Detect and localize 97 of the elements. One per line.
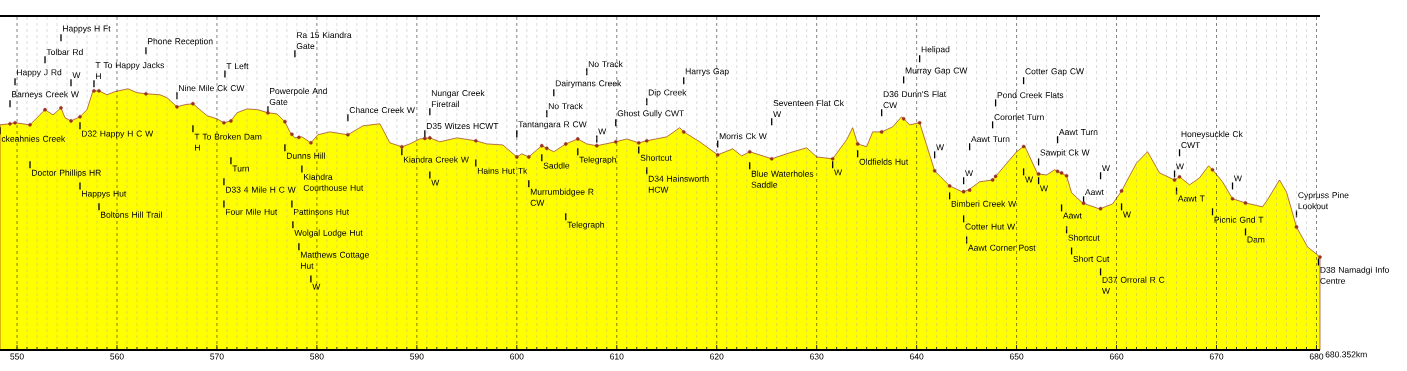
annotation: Telegraph <box>579 156 616 165</box>
x-tick-label: 590 <box>410 353 424 360</box>
x-tick-label: 630 <box>810 353 824 360</box>
text: Tolbar Rd <box>46 48 83 56</box>
x-tick-label: 550 <box>10 353 24 360</box>
text: Phone Reception <box>148 38 213 46</box>
annotation: Pattinsons Hut <box>293 208 349 215</box>
x-tick-label: 660 <box>1109 353 1124 360</box>
annotation: Tantangara R CW <box>518 121 587 129</box>
text: No Track <box>588 60 623 68</box>
text: T To Happy Jacks H <box>95 61 165 80</box>
annotation: Boltons Hill Trail <box>101 211 162 218</box>
annotation: Saddle <box>543 162 570 169</box>
annotation: Murrumbidgee R CW <box>530 188 594 206</box>
annotation: W <box>598 128 607 135</box>
annotation: W <box>312 283 321 290</box>
annotation: D32 Happy H C W <box>82 130 154 139</box>
annotation: W <box>1102 165 1110 172</box>
x-tick-label: 600 <box>510 353 524 360</box>
annotation: Turn <box>232 165 249 172</box>
x-tick-label: 650 <box>1009 353 1024 360</box>
annotation: Barneys Creek W <box>12 91 79 99</box>
annotation: Aawt Turn <box>971 136 1010 143</box>
annotation: Nine Mile Ck CW <box>179 84 245 92</box>
annotation: Dunns Hill <box>287 152 325 159</box>
annotation: Picnic Gnd T <box>1214 216 1264 223</box>
annotation: W <box>431 179 440 186</box>
annotation: Morris Ck W <box>719 132 767 140</box>
text: Cotter Gap CW <box>1025 68 1084 76</box>
annotation: Matthews Cottage Hut <box>300 251 369 269</box>
annotation: Chance Creek W <box>349 106 415 114</box>
annotation: Blue Waterholes Saddle <box>751 170 814 188</box>
annotation: Pond Creek Flats <box>997 91 1064 99</box>
annotation: No Track <box>548 102 583 110</box>
annotation: Shortcut <box>1068 234 1100 241</box>
annotation: Aawt T <box>1177 195 1205 202</box>
annotation: Shortcut <box>640 154 672 161</box>
annotation: Coronet Turn <box>994 114 1044 121</box>
annotation: Seventeen Flat Ck W <box>773 99 844 117</box>
annotation: D35 Witzes HCWT <box>426 122 499 129</box>
annotation: ckeahnies Creek <box>1 135 66 142</box>
annotation: Kiandra Creek W <box>403 156 469 163</box>
annotation: D34 Hainsworth HCW <box>648 175 709 193</box>
annotation: D36 Dunn'S Flat CW <box>883 90 947 109</box>
annotation: Dam <box>1247 236 1265 243</box>
text: 680.352km <box>1325 351 1367 358</box>
annotation: Wolgal Lodge Hut <box>294 229 363 238</box>
annotation: Aawt <box>1063 212 1082 219</box>
annotation: Aawt Corner Post <box>968 244 1036 251</box>
text: Ra 15 Kiandra Gate <box>296 31 352 50</box>
annotation: Happys Hut <box>82 190 127 199</box>
annotation: Four Mile Hut <box>226 208 278 215</box>
annotation: W <box>1175 163 1184 170</box>
text: W <box>72 72 81 79</box>
text: T Left <box>226 62 249 70</box>
text: Harrys Gap <box>685 68 729 76</box>
annotation: T To Broken Dam H <box>194 133 262 151</box>
x-tick-label: 680 <box>1309 353 1324 360</box>
annotation: Kiandra Courthouse Hut <box>303 173 364 191</box>
annotation: Cypruss Pine Lookout <box>1298 191 1349 210</box>
annotation: Cotter Hut W <box>965 223 1016 230</box>
x-tick-label: 560 <box>110 353 124 360</box>
annotation: W <box>1233 175 1242 182</box>
annotation: W <box>1040 185 1048 192</box>
text: Happy J Rd <box>17 69 62 78</box>
annotation: Ghost Gully CWT <box>617 110 685 119</box>
annotation: Nungar Creek Firetrail <box>431 89 485 108</box>
annotation: Honeysuckle Ck CWT <box>1181 130 1243 149</box>
annotation: Sawpit Ck W <box>1040 149 1090 158</box>
annotation: D37 Orroral R C W <box>1102 276 1165 294</box>
annotation: W <box>936 144 945 151</box>
annotation: Telegraph <box>567 221 604 230</box>
x-tick-label: 620 <box>710 353 724 360</box>
annotation: W <box>965 170 974 177</box>
annotation: Short Cut <box>1073 255 1110 262</box>
text: Murray Gap CW <box>905 67 968 76</box>
annotation: W <box>1025 176 1033 183</box>
x-tick-label: 640 <box>909 353 924 360</box>
text: Helipad <box>921 46 950 55</box>
annotation: D33 4 Mile H C W <box>226 186 296 193</box>
annotation: Oldfields Hut <box>859 158 909 165</box>
annotation: Bimberi Creek W <box>951 200 1017 207</box>
text: Dairymans Creek <box>555 80 622 88</box>
annotation: W <box>1122 211 1131 218</box>
x-tick-label: 580 <box>310 353 324 360</box>
annotation: Aawt <box>1084 189 1104 196</box>
x-tick-label: 570 <box>210 353 224 360</box>
annotation: Dip Creek <box>648 89 687 98</box>
annotation: W <box>834 169 843 176</box>
annotation: Hains Hut Tk <box>477 167 528 174</box>
x-tick-label: 610 <box>610 353 624 360</box>
annotation: Aawt Turn <box>1059 129 1098 136</box>
text: Happys H Ft <box>63 25 111 34</box>
x-tick-label: 670 <box>1209 353 1224 360</box>
annotation: Powerpole And Gate <box>269 87 327 105</box>
text: D38 Namadgi Info Centre <box>1320 266 1389 284</box>
annotation: Doctor Phillips HR <box>32 169 101 178</box>
